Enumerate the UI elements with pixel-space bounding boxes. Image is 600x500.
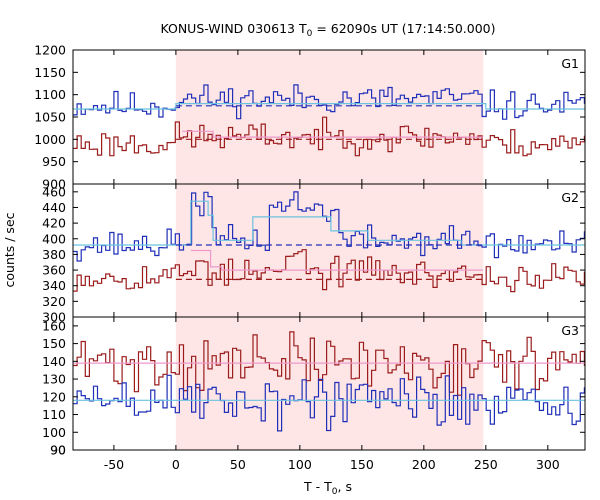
x-tick-label: 150 bbox=[350, 457, 374, 472]
y-tick-label: 1100 bbox=[34, 87, 66, 102]
panel-g1: 950 1000 1050 1100 1150 1200 900 G1 bbox=[34, 43, 586, 192]
y-tick-label: 150 bbox=[42, 336, 66, 351]
x-tick-label: -50 bbox=[104, 457, 124, 472]
fit-curve-cyan-0 bbox=[73, 103, 585, 110]
chart-title: KONUS-WIND 030613 T0 = 62090s UT (17:14:… bbox=[160, 21, 495, 39]
panel-label: G1 bbox=[561, 56, 579, 71]
panel-frame bbox=[72, 316, 586, 451]
light-curve-dark bbox=[73, 249, 585, 293]
y-tick-label: 130 bbox=[42, 372, 66, 387]
y-tick-label: 300 bbox=[42, 310, 66, 325]
y-tick-label: 340 bbox=[42, 278, 66, 293]
y-tick-label: 420 bbox=[42, 216, 66, 231]
x-tick-label: 0 bbox=[172, 457, 180, 472]
highlight-interval bbox=[175, 50, 484, 450]
light-curve-blue bbox=[73, 84, 585, 120]
x-axis-label: T - T0, s bbox=[303, 479, 352, 497]
plot-area: 95010001050110011501200900G1320340360380… bbox=[34, 43, 586, 472]
y-tick-label: 1200 bbox=[34, 43, 66, 58]
panel-label: G2 bbox=[561, 190, 579, 205]
x-axis-label-main: T - T bbox=[303, 479, 332, 494]
y-tick-label: 460 bbox=[42, 184, 66, 199]
x-tick-label: 300 bbox=[536, 457, 560, 472]
chart-title-main: KONUS-WIND 030613 T bbox=[160, 21, 306, 36]
x-tick-label: 200 bbox=[412, 457, 436, 472]
light-curve-dark bbox=[73, 116, 585, 157]
x-tick-label: 100 bbox=[288, 457, 312, 472]
panel-data bbox=[73, 331, 585, 432]
y-tick-label: 120 bbox=[42, 389, 66, 404]
chart-title-rest: = 62090s UT (17:14:50.000) bbox=[312, 21, 495, 36]
x-axis-label-subscript: 0 bbox=[332, 487, 338, 497]
y-tick-label: 360 bbox=[42, 263, 66, 278]
y-tick-label: 380 bbox=[42, 247, 66, 262]
y-tick-label: 950 bbox=[42, 154, 66, 169]
y-tick-label: 90 bbox=[50, 443, 66, 458]
fit-curve-pink-1 bbox=[182, 130, 484, 138]
y-tick-label: 400 bbox=[42, 231, 66, 246]
y-tick-label: 140 bbox=[42, 354, 66, 369]
x-tick-label: 250 bbox=[474, 457, 498, 472]
panel-data bbox=[73, 191, 585, 293]
y-tick-label: 1150 bbox=[34, 65, 66, 80]
y-tick-label: 900 bbox=[42, 177, 66, 192]
y-tick-label: 100 bbox=[42, 425, 66, 440]
x-tick-label: 50 bbox=[230, 457, 246, 472]
y-tick-label: 440 bbox=[42, 200, 66, 215]
y-tick-label: 160 bbox=[42, 318, 66, 333]
chart-title-subscript: 0 bbox=[307, 29, 313, 39]
y-tick-label: 90 bbox=[50, 443, 66, 458]
panel-label: G3 bbox=[561, 323, 579, 338]
y-tick-label: 110 bbox=[42, 407, 66, 422]
fit-curve-pink-1 bbox=[190, 249, 484, 271]
y-tick-label: 1000 bbox=[34, 132, 66, 147]
light-curve-dark bbox=[73, 331, 585, 396]
x-axis-label-rest: , s bbox=[338, 479, 352, 494]
panel-data bbox=[73, 84, 585, 157]
y-tick-label: 1050 bbox=[34, 110, 66, 125]
fit-curve-cyan-0 bbox=[73, 200, 585, 246]
y-axis-label: counts / sec bbox=[2, 212, 17, 287]
y-tick-label: 320 bbox=[42, 294, 66, 309]
